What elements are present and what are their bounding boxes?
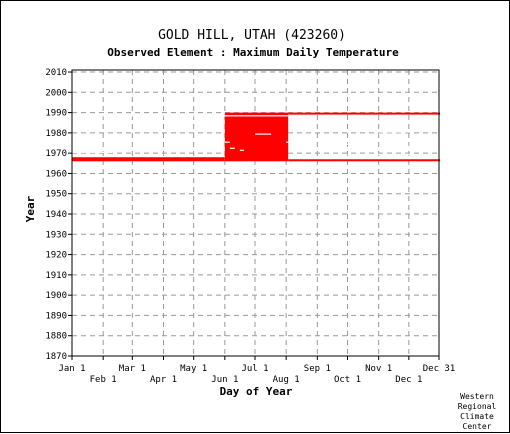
missing-gap [378, 133, 404, 135]
missing-gap [177, 145, 183, 147]
y-tick-label: 1900 [45, 291, 67, 301]
y-axis-ticks: 1870 1880 1890 1900 1910 1920 1930 1940 1950 1960… [45, 68, 72, 362]
missing-gap [72, 151, 113, 153]
missing-data [72, 115, 441, 157]
missing-gap [229, 147, 235, 149]
missing-gap [408, 149, 441, 151]
x-tick-label: Dec 1 [395, 375, 422, 385]
y-tick-label: 1890 [45, 311, 67, 321]
credit-line: Climate [460, 412, 494, 421]
credit-line: Center [463, 422, 492, 431]
y-tick-label: 1870 [45, 352, 67, 362]
missing-gap [347, 153, 410, 155]
x-tick-label: Mar 1 [119, 364, 146, 374]
y-tick-label: 1880 [45, 332, 67, 342]
missing-gap [254, 133, 272, 135]
x-tick-label: Sep 1 [304, 364, 331, 374]
x-tick-label: Aug 1 [273, 375, 300, 385]
missing-gap [402, 145, 441, 147]
missing-gap [72, 115, 289, 117]
x-tick-label: Feb 1 [90, 375, 117, 385]
coverage-block [288, 159, 441, 162]
missing-gap [224, 141, 230, 143]
y-tick-label: 1930 [45, 230, 67, 240]
missing-gap [408, 155, 441, 157]
y-tick-label: 1990 [45, 109, 67, 119]
coverage-block [224, 112, 289, 162]
y-tick-label: 2010 [45, 68, 67, 78]
coverage-block [288, 112, 441, 115]
x-tick-label: Dec 31 [423, 364, 456, 374]
y-tick-label: 1910 [45, 271, 67, 281]
y-tick-label: 1980 [45, 129, 67, 139]
x-tick-label: Jun 1 [211, 375, 238, 385]
missing-gap [342, 143, 358, 145]
credit-line: Regional [458, 402, 497, 411]
x-tick-label: Nov 1 [365, 364, 392, 374]
y-tick-label: 1940 [45, 210, 67, 220]
missing-gap [378, 131, 410, 133]
y-axis-label: Year [24, 195, 37, 222]
x-axis-ticks: Jan 1 Mar 1 May 1 Jul 1 Sep 1 Nov 1 Dec 31 Feb … [58, 356, 455, 385]
x-axis-label: Day of Year [220, 385, 293, 398]
y-tick-label: 1970 [45, 149, 67, 159]
y-tick-label: 1920 [45, 251, 67, 261]
y-tick-label: 2000 [45, 88, 67, 98]
y-tick-label: 1960 [45, 169, 67, 179]
missing-gap [185, 145, 191, 147]
missing-gap [378, 121, 441, 123]
credit-line: Western [460, 392, 494, 401]
missing-gap [239, 149, 244, 151]
chart-title: GOLD HILL, UTAH (423260) [158, 28, 346, 43]
data-coverage [72, 112, 441, 162]
y-tick-label: 1950 [45, 190, 67, 200]
x-tick-label: Jul 1 [241, 364, 268, 374]
missing-gap [286, 141, 291, 143]
coverage-block [72, 157, 225, 162]
x-tick-label: Oct 1 [334, 375, 361, 385]
x-tick-label: May 1 [180, 364, 207, 374]
x-tick-label: Jan 1 [58, 364, 85, 374]
x-tick-label: Apr 1 [150, 375, 177, 385]
plot-border [71, 69, 440, 357]
missing-gap [163, 153, 181, 155]
missing-gap [332, 153, 338, 155]
chart-subtitle: Observed Element : Maximum Daily Tempera… [107, 46, 399, 59]
missing-gap [91, 139, 113, 141]
